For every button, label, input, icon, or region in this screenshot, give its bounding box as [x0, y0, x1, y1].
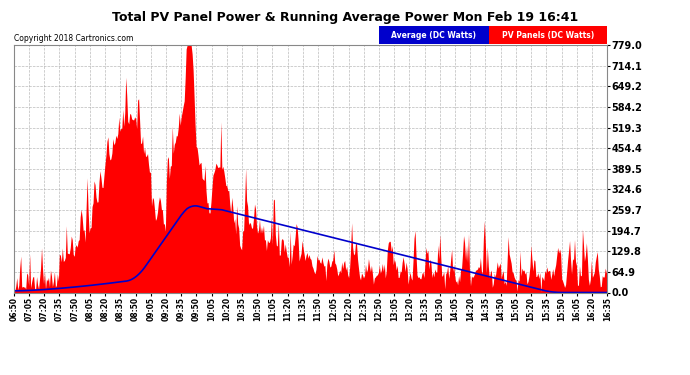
Text: Copyright 2018 Cartronics.com: Copyright 2018 Cartronics.com — [14, 33, 133, 42]
FancyBboxPatch shape — [489, 26, 607, 44]
Text: Average (DC Watts): Average (DC Watts) — [391, 31, 476, 40]
Text: Total PV Panel Power & Running Average Power Mon Feb 19 16:41: Total PV Panel Power & Running Average P… — [112, 11, 578, 24]
Text: PV Panels (DC Watts): PV Panels (DC Watts) — [502, 31, 594, 40]
FancyBboxPatch shape — [379, 26, 489, 44]
